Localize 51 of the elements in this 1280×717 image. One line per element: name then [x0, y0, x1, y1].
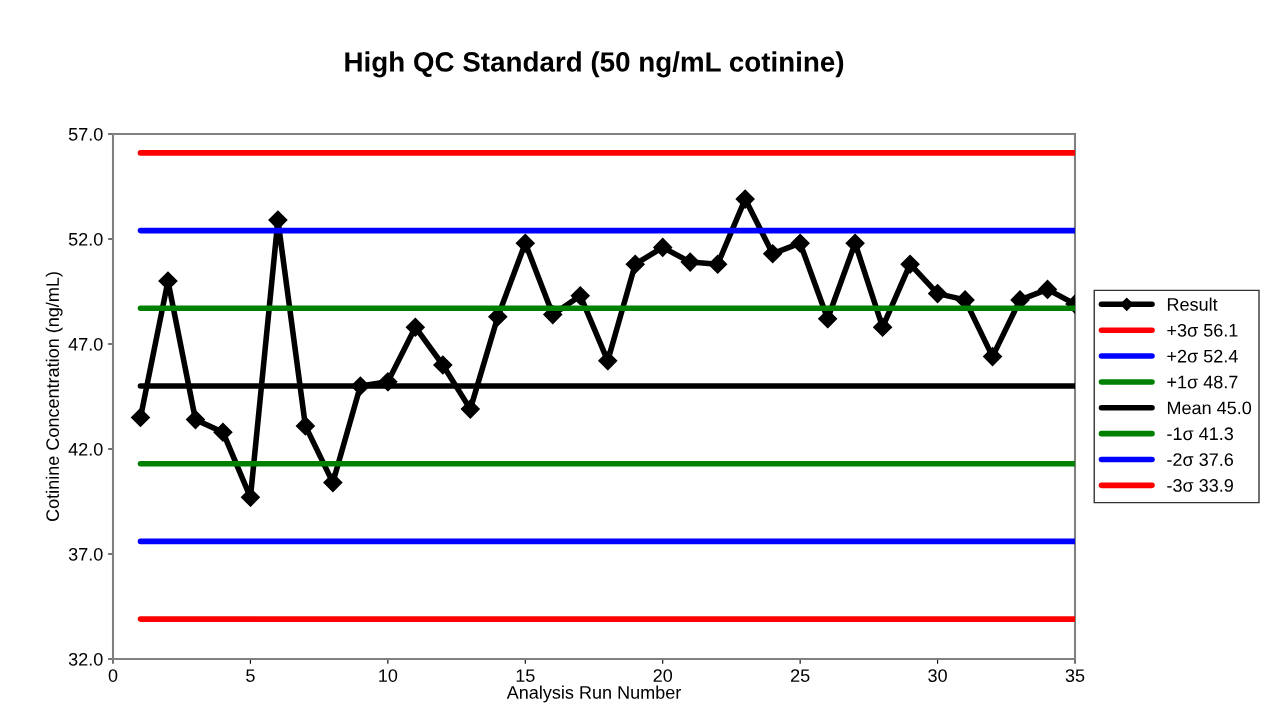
x-tick-label: 20	[653, 669, 673, 682]
y-tick-label: 47.0	[68, 337, 103, 351]
legend-label: -1σ 41.3	[1167, 427, 1234, 441]
y-axis-title: Cotinine Concentration (ng/mL)	[45, 272, 63, 522]
point	[570, 286, 590, 306]
point	[708, 254, 728, 274]
x-tick-label: 30	[928, 669, 947, 682]
point	[735, 189, 755, 209]
x-tick-label: 35	[1065, 669, 1085, 682]
point	[268, 210, 288, 230]
x-tick-label: 15	[516, 669, 535, 682]
point	[295, 416, 315, 436]
point	[460, 399, 480, 419]
y-tick-label: 42.0	[68, 442, 103, 456]
point	[130, 407, 151, 428]
point	[1037, 279, 1058, 299]
point	[515, 233, 535, 253]
legend-label: Mean 45.0	[1167, 401, 1252, 415]
point	[873, 317, 893, 337]
y-tick-label: 37.0	[68, 547, 103, 561]
point	[763, 244, 783, 264]
y-tick-label: 52.0	[68, 232, 103, 246]
point	[983, 347, 1003, 367]
legend-label: -3σ 33.9	[1167, 479, 1233, 492]
point	[598, 351, 618, 371]
y-tick-label: 57.0	[68, 127, 103, 141]
legend-label: +1σ 48.7	[1167, 375, 1238, 389]
point	[845, 233, 865, 253]
x-tick-label: 5	[246, 669, 255, 682]
chart-title: High QC Standard (50 ng/mL cotinine)	[345, 51, 844, 78]
point	[900, 254, 920, 274]
point	[928, 284, 948, 304]
x-tick-label: 0	[108, 669, 118, 682]
legend-label: +3σ 56.1	[1167, 323, 1238, 337]
point	[680, 252, 700, 272]
point	[625, 254, 645, 274]
point	[653, 237, 673, 257]
legend-label: Result	[1167, 297, 1218, 311]
x-axis-title: Analysis Run Number	[506, 685, 682, 703]
point	[790, 233, 810, 253]
point	[213, 422, 233, 442]
legend-label: +2σ 52.4	[1167, 349, 1238, 363]
point	[185, 410, 205, 430]
y-tick-label: 32.0	[68, 652, 103, 666]
x-tick-label: 25	[791, 669, 810, 682]
x-tick-label: 10	[379, 669, 398, 682]
point	[405, 317, 425, 337]
point	[240, 487, 260, 507]
point	[323, 473, 343, 493]
point	[433, 355, 453, 375]
legend-label: -2σ 37.6	[1167, 453, 1234, 466]
